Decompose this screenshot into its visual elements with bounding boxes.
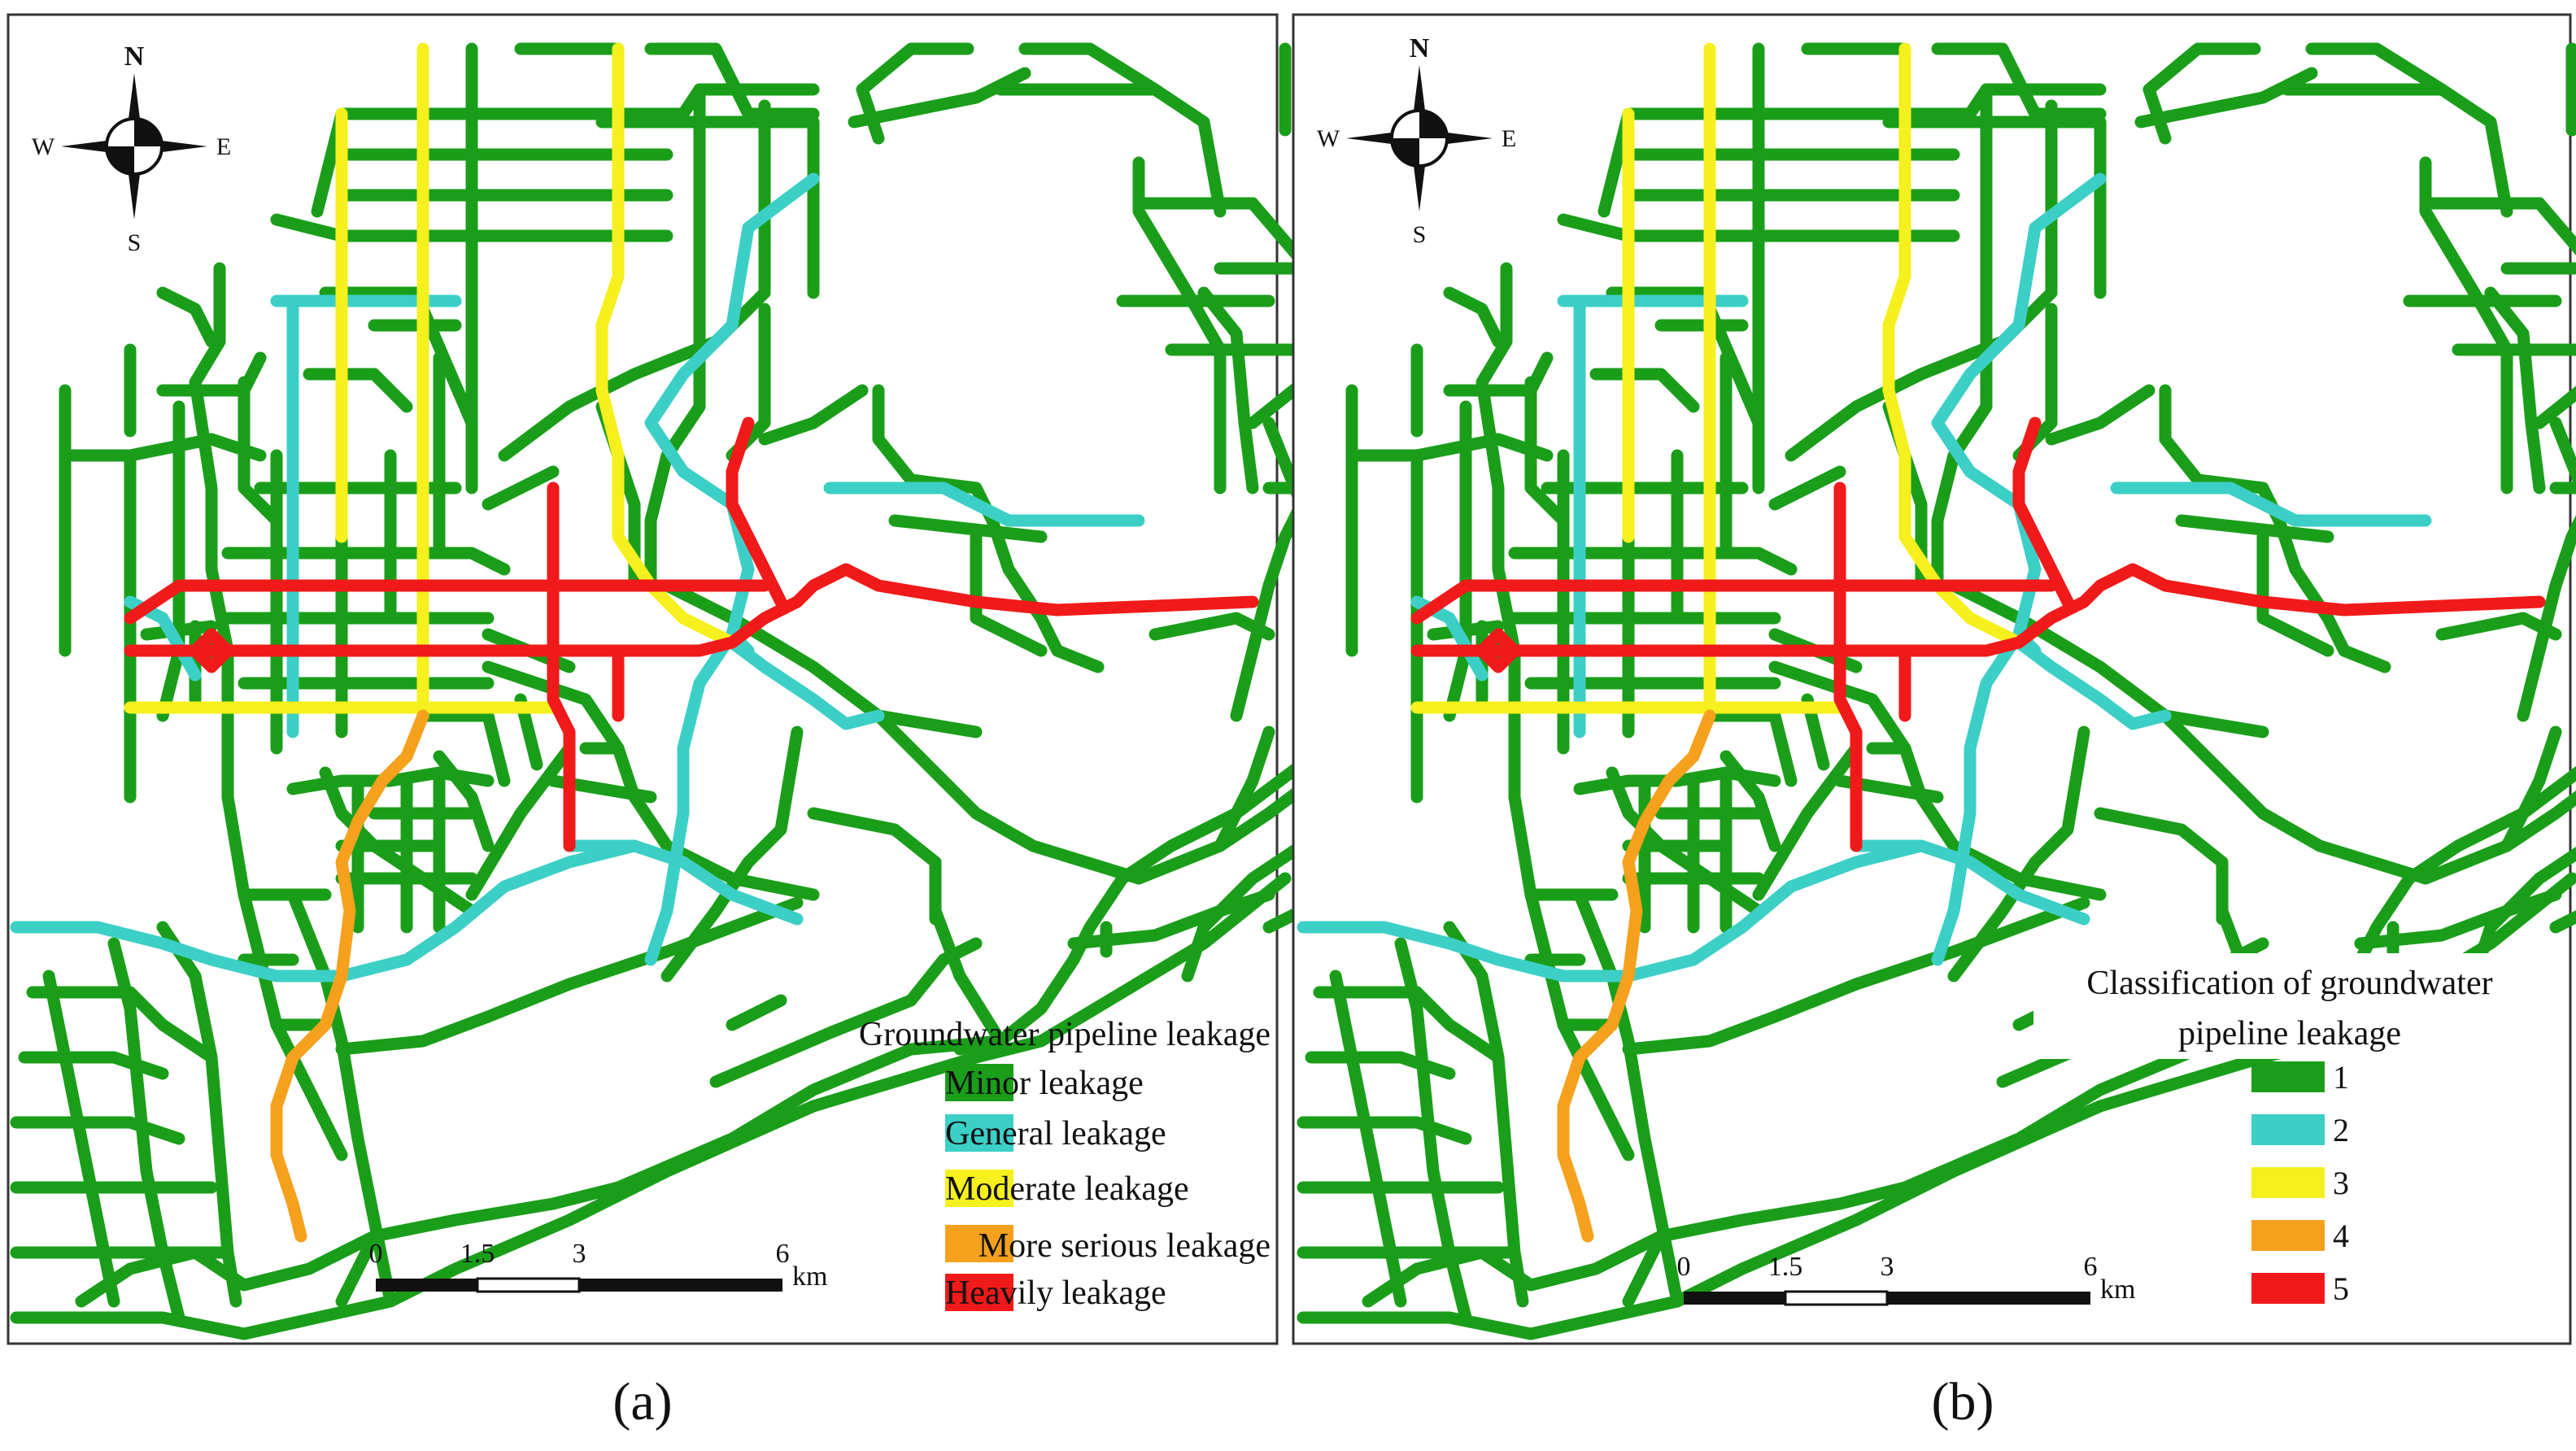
svg-text:More serious leakage: More serious leakage — [979, 1227, 1271, 1265]
compass-s: S — [128, 229, 142, 256]
legend-b-title-2: pipeline leakage — [2178, 1015, 2401, 1052]
svg-text:1.5: 1.5 — [460, 1239, 495, 1269]
panel-b-caption: (b) — [1932, 1372, 1994, 1431]
svg-text:4: 4 — [2333, 1218, 2349, 1254]
svg-text:6: 6 — [2084, 1252, 2098, 1282]
legend-a-item: Minor leakage — [945, 1064, 1144, 1102]
compass-n: N — [1410, 33, 1430, 63]
svg-text:Moderate leakage: Moderate leakage — [945, 1170, 1189, 1208]
svg-text:0: 0 — [1677, 1252, 1691, 1282]
compass-e: E — [216, 133, 231, 160]
svg-text:General leakage: General leakage — [945, 1115, 1166, 1153]
legend-b-item: 1 — [2251, 1059, 2349, 1096]
panel-a: N S W E 0 1.5 3 6 km Groundwater pipelin… — [7, 13, 1578, 1431]
legend-a-item: General leakage — [945, 1114, 1166, 1153]
svg-text:3: 3 — [573, 1239, 586, 1269]
legend-b-item: 3 — [2251, 1165, 2349, 1201]
svg-text:3: 3 — [1881, 1252, 1894, 1282]
legend-b-title-1: Classification of groundwater — [2086, 965, 2492, 1002]
svg-text:2: 2 — [2333, 1112, 2349, 1148]
svg-text:km: km — [2100, 1275, 2135, 1305]
panel-a-caption: (a) — [612, 1372, 672, 1431]
panel-b: N S W E 0 1.5 3 6 km Classification of g… — [1292, 13, 2576, 1431]
panel-a-legend: Groundwater pipeline leakage Minor leaka… — [859, 1016, 1271, 1312]
panel-a-compass: N S W E — [32, 41, 231, 256]
svg-text:5: 5 — [2333, 1270, 2349, 1307]
panel-b-scale-bar: 0 1.5 3 6 km — [1677, 1252, 2135, 1306]
svg-text:Heavily leakage: Heavily leakage — [945, 1275, 1166, 1312]
panel-a-scale-bar: 0 1.5 3 6 km — [369, 1239, 827, 1293]
svg-text:km: km — [792, 1261, 827, 1292]
legend-a-item: Heavily leakage — [945, 1274, 1166, 1312]
legend-a-item: More serious leakage — [945, 1225, 1271, 1265]
legend-a-title: Groundwater pipeline leakage — [859, 1016, 1271, 1053]
legend-a-item: Moderate leakage — [945, 1170, 1189, 1208]
svg-text:1.5: 1.5 — [1768, 1252, 1803, 1282]
legend-b-item: 4 — [2251, 1218, 2349, 1254]
compass-n: N — [124, 41, 145, 72]
compass-w: W — [32, 133, 55, 160]
panel-b-compass: N S W E — [1317, 33, 1516, 248]
compass-s: S — [1413, 221, 1427, 248]
svg-text:1: 1 — [2333, 1059, 2349, 1096]
svg-text:Minor leakage: Minor leakage — [945, 1065, 1144, 1102]
svg-text:6: 6 — [776, 1239, 790, 1269]
compass-e: E — [1502, 125, 1516, 152]
legend-b-item: 5 — [2251, 1270, 2349, 1307]
svg-text:0: 0 — [369, 1239, 383, 1269]
compass-w: W — [1317, 125, 1340, 152]
legend-b-item: 2 — [2251, 1112, 2349, 1148]
svg-text:3: 3 — [2333, 1165, 2349, 1201]
panel-b-legend: Classification of groundwater pipeline l… — [2033, 953, 2538, 1307]
